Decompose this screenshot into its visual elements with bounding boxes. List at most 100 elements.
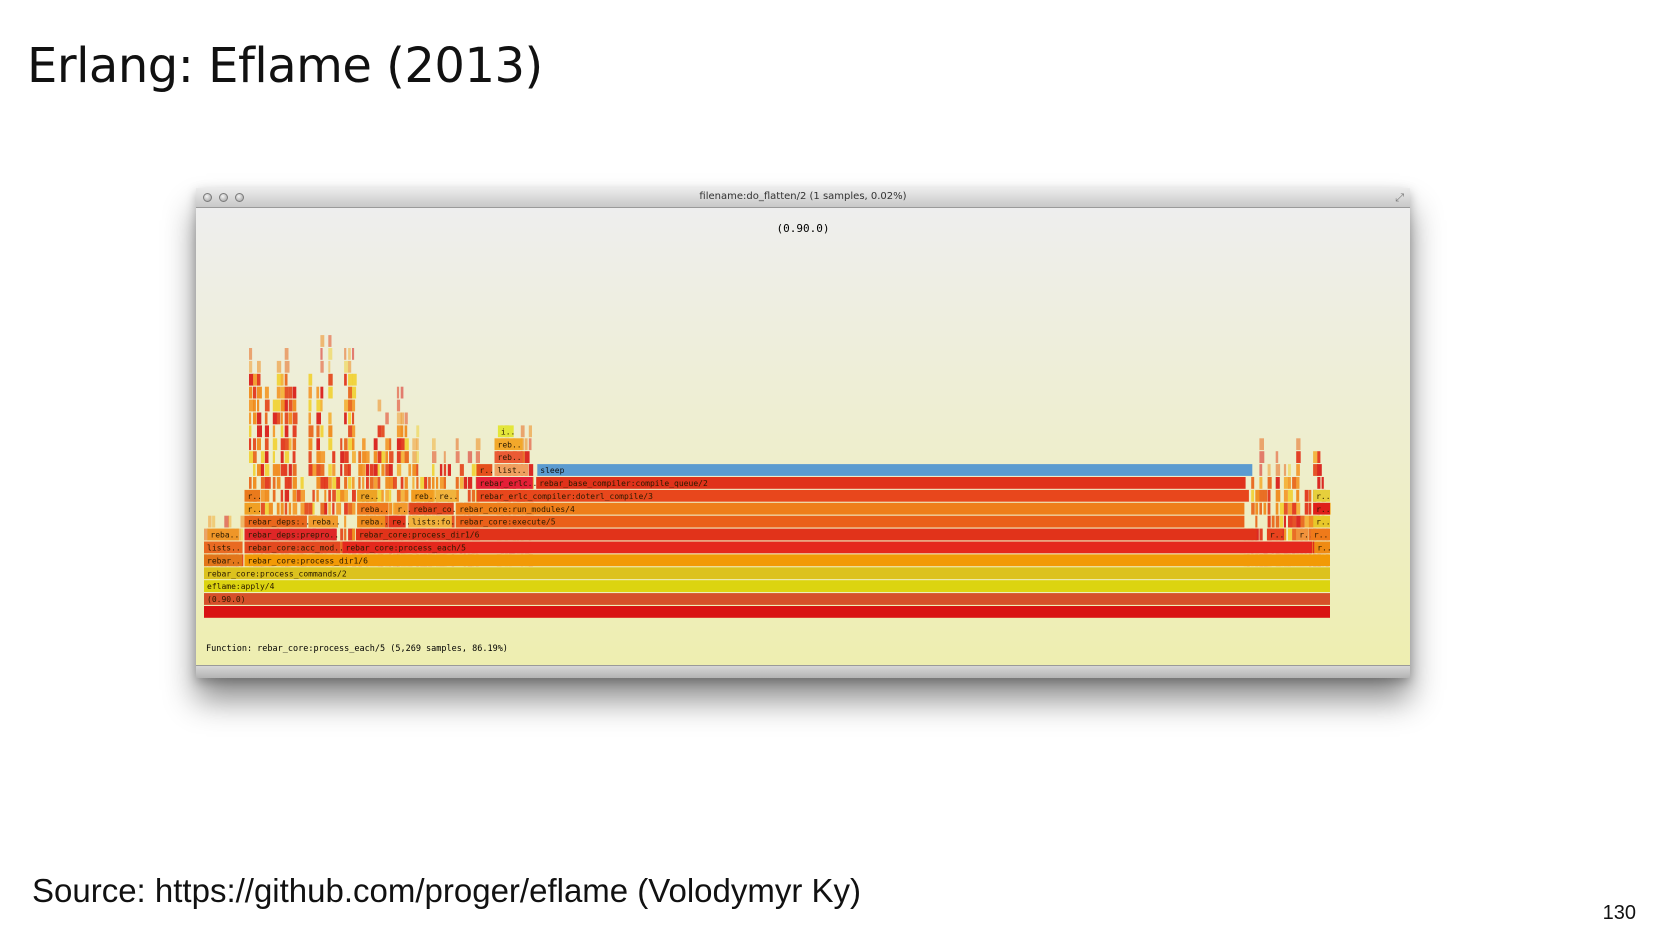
flame-frame-rect[interactable]	[476, 464, 493, 476]
flame-frame-rect[interactable]	[204, 554, 243, 567]
flame-frame-rect[interactable]	[494, 464, 529, 476]
flame-frame[interactable]: r..	[1310, 528, 1330, 541]
flame-frame[interactable]: re..	[436, 489, 458, 502]
flame-frame[interactable]: rebar_co..	[410, 502, 461, 515]
stack-sliver	[300, 502, 306, 515]
stack-sliver	[260, 489, 266, 502]
flame-frame-label: r..	[1316, 505, 1330, 514]
flame-frame-rect[interactable]	[342, 541, 1313, 554]
flame-frame[interactable]: rebar_deps:..	[244, 515, 311, 528]
stack-sliver	[432, 489, 436, 502]
flame-frame-rect[interactable]	[204, 593, 1330, 605]
flame-frame[interactable]: rebar_core:run_modules/4	[456, 502, 1245, 515]
flame-frame-rect[interactable]	[244, 554, 1331, 567]
flame-frame-rect[interactable]	[497, 425, 514, 438]
flame-frame[interactable]: lists:fo..	[408, 515, 460, 528]
zoom-window-button[interactable]	[235, 193, 244, 202]
flame-frame[interactable]: r..	[1313, 489, 1331, 502]
flame-frame[interactable]: re..	[388, 515, 411, 528]
flame-frame[interactable]: reba..	[207, 528, 239, 541]
flame-frame-rect[interactable]	[1266, 528, 1283, 541]
flame-frame[interactable]: reb..	[494, 438, 523, 451]
flame-frame-rect[interactable]	[204, 580, 1330, 592]
flame-frame[interactable]: rebar_core:execute/5	[456, 515, 1245, 528]
flame-frame[interactable]: r..	[1266, 528, 1284, 541]
flame-frame[interactable]: r..	[1296, 528, 1314, 541]
flame-frame-rect[interactable]	[1313, 489, 1330, 502]
flame-frame-rect[interactable]	[536, 477, 1246, 489]
flame-frame[interactable]: rebar_erlc_compiler:doterl_compile/3	[476, 489, 1249, 502]
flame-frame-rect[interactable]	[537, 464, 1253, 476]
flame-frame-rect[interactable]	[411, 489, 434, 502]
flame-frame[interactable]: r..	[1313, 502, 1331, 515]
stack-sliver	[276, 412, 281, 425]
close-window-button[interactable]	[203, 193, 212, 202]
flame-frame[interactable]: (0.90.0)	[204, 593, 1330, 605]
flame-frame-label: reb..	[498, 453, 522, 462]
flame-frame-rect[interactable]	[456, 502, 1245, 515]
flame-frame[interactable]: rebar_deps:prepro..	[244, 528, 340, 541]
flame-frame-rect[interactable]	[204, 567, 1330, 580]
stack-sliver	[1308, 528, 1312, 541]
flame-frame[interactable]: reba..	[357, 515, 389, 528]
flame-frame-rect[interactable]	[494, 438, 523, 451]
flame-frame[interactable]: r..	[1314, 541, 1332, 554]
flame-frame[interactable]: eflame:apply/4	[204, 580, 1330, 592]
flame-frame-rect[interactable]	[244, 502, 261, 515]
flame-frame-rect[interactable]	[1313, 515, 1330, 528]
flame-frame-rect[interactable]	[410, 502, 453, 515]
flame-frame-rect[interactable]	[476, 477, 533, 489]
flame-frame-rect[interactable]	[436, 489, 457, 502]
flame-frame[interactable]: reb..	[411, 489, 438, 502]
flame-frame-rect[interactable]	[408, 515, 452, 528]
flame-frame-rect[interactable]	[204, 606, 1330, 618]
flame-frame-rect[interactable]	[456, 515, 1245, 528]
flame-frame-rect[interactable]	[207, 528, 239, 541]
flame-frame[interactable]: rebar_erlc..	[476, 477, 538, 489]
flame-frame-rect[interactable]	[356, 528, 1257, 541]
flame-frame-rect[interactable]	[1310, 528, 1330, 541]
flame-frame[interactable]: rebar_core:process_dir1/6	[356, 528, 1257, 541]
flame-frame-rect[interactable]	[1296, 528, 1309, 541]
flame-frame[interactable]: r..	[1313, 515, 1331, 528]
flame-frame-rect[interactable]	[1313, 502, 1330, 515]
flame-frame[interactable]: r..	[244, 502, 262, 515]
stack-sliver	[471, 464, 476, 476]
flame-frame-rect[interactable]	[244, 528, 337, 541]
flame-frame-rect[interactable]	[357, 515, 386, 528]
flame-frame-rect[interactable]	[476, 489, 1249, 502]
flame-frame-rect[interactable]	[244, 515, 307, 528]
flame-frame[interactable]: reba..	[357, 502, 389, 515]
flame-frame-rect[interactable]	[394, 502, 408, 515]
flame-frame-rect[interactable]	[357, 489, 378, 502]
flame-frame-rect[interactable]	[244, 541, 341, 554]
flame-frame-rect[interactable]	[308, 515, 338, 528]
flame-frame[interactable]: reba..	[308, 515, 341, 528]
stack-sliver	[432, 451, 437, 463]
flame-frame[interactable]: list..	[494, 464, 529, 476]
flame-frame[interactable]: sleep	[537, 464, 1253, 476]
flame-frame[interactable]: reb..	[494, 451, 523, 463]
flame-frame-rect[interactable]	[1314, 541, 1330, 554]
flame-frame-rect[interactable]	[204, 541, 243, 554]
flame-frame-rect[interactable]	[357, 502, 389, 515]
fullscreen-icon[interactable]: ⤢	[1395, 191, 1404, 204]
flame-frame[interactable]: lists..	[204, 541, 243, 554]
flame-frame[interactable]	[204, 606, 1330, 618]
flame-frame-rect[interactable]	[244, 489, 261, 502]
flame-frame-rect[interactable]	[388, 515, 406, 528]
flame-frame[interactable]: i..	[497, 425, 515, 438]
flame-frame[interactable]: rebar_core:process_each/5	[342, 541, 1313, 554]
flame-frame[interactable]: re..	[357, 489, 379, 502]
flame-frame[interactable]: rebar_base_compiler:compile_queue/2	[536, 477, 1246, 489]
flame-frame[interactable]: r..	[476, 464, 494, 476]
flame-frame-rect[interactable]	[494, 451, 523, 463]
flame-frame[interactable]: r..	[394, 502, 412, 515]
flame-frame[interactable]: rebar..	[204, 554, 243, 567]
minimize-window-button[interactable]	[219, 193, 228, 202]
flamegraph-window: filename:do_flatten/2 (1 samples, 0.02%)…	[196, 188, 1410, 678]
flame-frame[interactable]: rebar_core:acc_mod..	[244, 541, 344, 554]
flame-frame[interactable]: rebar_core:process_dir1/6	[244, 554, 1331, 567]
flame-frame[interactable]: r..	[244, 489, 262, 502]
flame-frame[interactable]: rebar_core:process_commands/2	[204, 567, 1330, 580]
